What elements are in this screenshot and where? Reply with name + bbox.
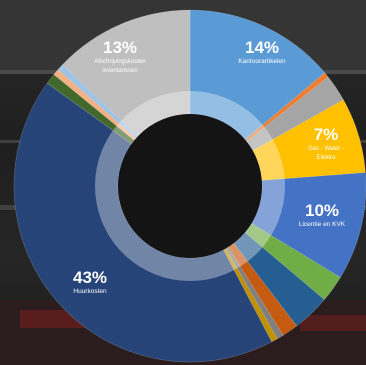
slice-category-label: Licentie en KVK [299, 221, 346, 228]
slice-category-label: Huurkosten [73, 288, 107, 295]
donut-inner-ring [95, 91, 285, 281]
donut-hole [118, 114, 262, 258]
donut-slice [252, 99, 366, 181]
slice-percent-label: 43% [73, 268, 107, 287]
slice-percent-label: 7% [314, 125, 339, 144]
slice-category-label: inventarissen [102, 68, 137, 74]
slice-category-label: Elektra [317, 155, 336, 161]
slice-category-label: Gas - Water - [308, 146, 344, 152]
slice-category-label: Kantoorartikelen [238, 58, 286, 65]
slice-category-label: Afschrijvingskosten [94, 59, 145, 65]
slice-percent-label: 10% [305, 201, 339, 220]
slice-percent-label: 13% [103, 38, 137, 57]
slice-percent-label: 14% [245, 38, 279, 57]
